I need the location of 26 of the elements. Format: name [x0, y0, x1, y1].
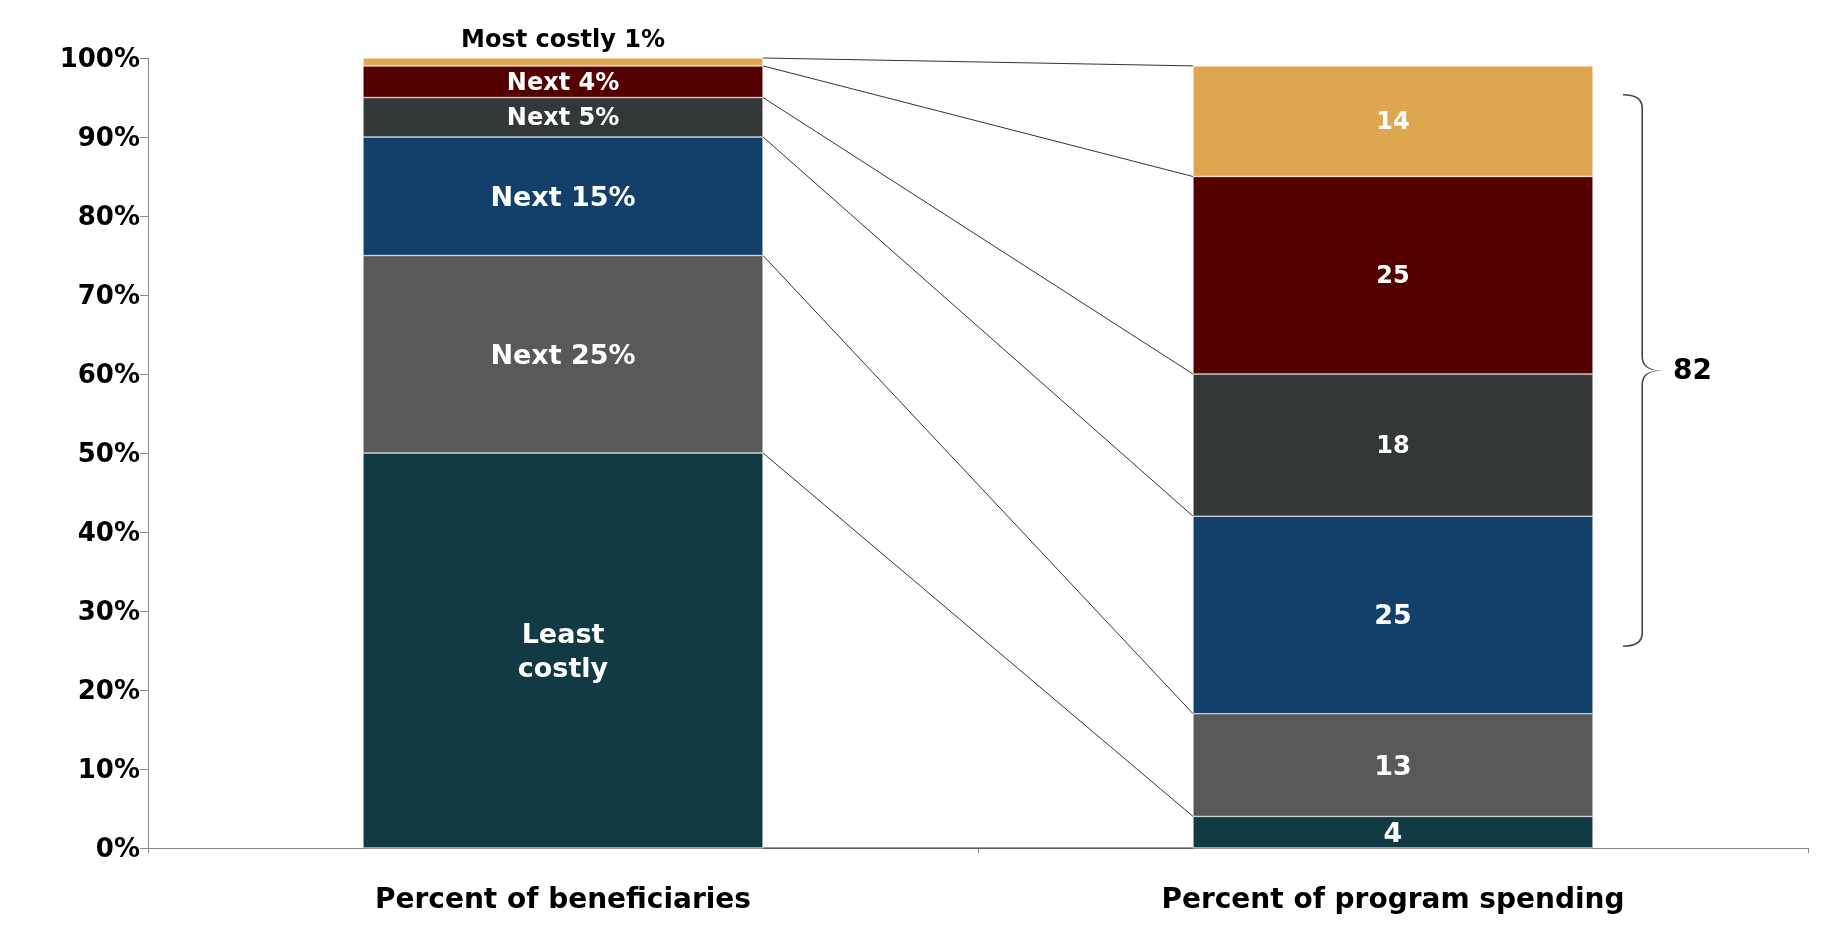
series-label: Most costly 1% — [461, 25, 665, 53]
data-label: 25 — [1376, 261, 1410, 290]
y-tick-label: 50% — [77, 438, 140, 468]
y-tick-label: 60% — [77, 359, 140, 389]
y-tick-label: 40% — [77, 517, 140, 547]
series-label: Next 15% — [490, 180, 636, 212]
series-label: Next 25% — [490, 338, 636, 370]
y-tick-label: 20% — [77, 675, 140, 705]
data-label: 4 — [1383, 816, 1403, 848]
data-label: 18 — [1376, 431, 1410, 460]
data-label: 25 — [1374, 599, 1412, 631]
y-tick-label: 70% — [77, 280, 140, 310]
series-label: Next 4% — [506, 67, 620, 96]
x-tick-label: Percent of program spending — [1161, 881, 1625, 915]
y-tick-label: 90% — [77, 122, 140, 152]
data-label: 14 — [1376, 107, 1410, 136]
y-tick-label: 30% — [77, 596, 140, 626]
data-label: 13 — [1374, 749, 1412, 781]
series-label: Least costly — [517, 618, 609, 683]
y-tick-label: 10% — [77, 754, 140, 784]
y-tick-label: 80% — [77, 201, 140, 231]
x-tick-label: Percent of beneficiaries — [374, 881, 752, 915]
series-label: Next 5% — [506, 103, 620, 132]
annotation: 82 — [1673, 352, 1712, 389]
y-tick-label: 100% — [59, 43, 140, 73]
y-tick-label: 0% — [95, 833, 140, 863]
